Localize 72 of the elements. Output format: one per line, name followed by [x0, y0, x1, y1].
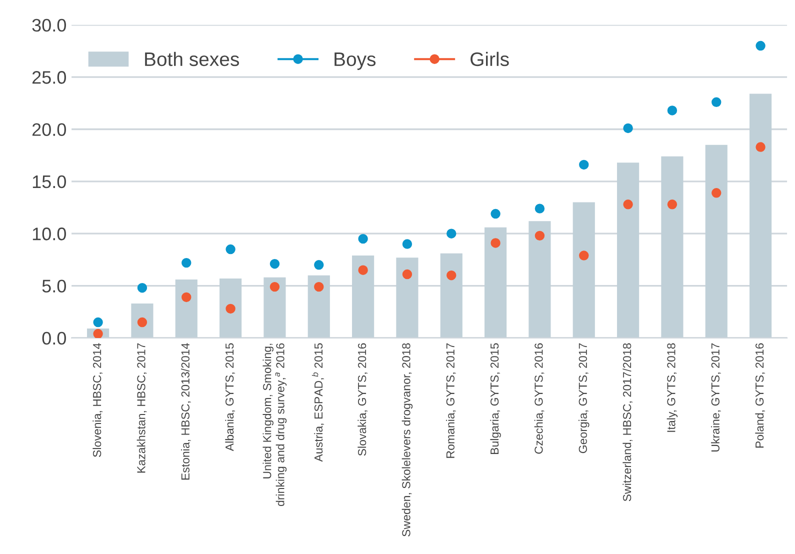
point	[446, 228, 456, 238]
y-tick-label: 25.0	[32, 71, 66, 84]
bar	[220, 278, 242, 338]
bar	[440, 253, 462, 338]
bar	[131, 304, 154, 338]
y-tick-label: 20.0	[32, 123, 66, 136]
x-tick-label: Georgia, GYTS, 2017	[578, 343, 590, 454]
point	[182, 258, 192, 268]
point	[667, 106, 678, 116]
y-tick-label: 5.0	[42, 280, 66, 292]
y-tick-label: 10.0	[32, 228, 66, 240]
point	[93, 328, 103, 338]
point	[712, 188, 722, 198]
x-tick-label: Poland, GYTS, 2016	[755, 343, 766, 448]
point	[402, 239, 412, 249]
bar	[175, 280, 198, 338]
point	[623, 200, 633, 210]
point	[358, 234, 368, 244]
point	[579, 160, 589, 170]
point	[579, 250, 589, 260]
point	[93, 317, 103, 328]
point	[756, 40, 766, 51]
x-tick-label: Sweden, Skolelevers drogvanor, 2018	[402, 343, 413, 536]
bar	[617, 162, 640, 338]
x-tick-label: Ukraine, GYTS, 2017	[711, 343, 721, 452]
bar	[705, 144, 728, 338]
bar	[352, 256, 374, 338]
point	[534, 230, 545, 241]
bar	[750, 94, 772, 338]
legend-label: Both sexes	[145, 52, 239, 66]
bar	[264, 277, 286, 338]
x-tick-label: Bulgaria, GYTS, 2015	[490, 343, 501, 454]
bar	[308, 275, 330, 338]
x-tick-label: United Kingdom, Smoking, drinking and drug survey,$^{a}$ 2016	[262, 343, 287, 506]
y-tick-label: 0.0	[42, 332, 66, 345]
bar	[572, 202, 595, 338]
point	[270, 282, 280, 292]
x-tick-label: Kazakhstan, HBSC, 2017	[136, 343, 147, 473]
point	[314, 282, 324, 292]
point	[226, 244, 236, 254]
point	[490, 238, 500, 248]
point	[490, 208, 500, 219]
bar	[484, 227, 507, 338]
x-tick-label: Italy, GYTS, 2018	[666, 343, 678, 432]
point	[226, 304, 236, 314]
x-tick-label: Switzerland, HBSC, 2017/2018	[622, 343, 633, 502]
legend-label: Girls	[470, 52, 509, 66]
bar	[528, 221, 551, 338]
point	[270, 259, 280, 269]
x-tick-label: Albania, GYTS, 2015	[225, 343, 236, 452]
x-tick-label: Estonia, HBSC, 2013/2014	[181, 343, 191, 480]
point	[402, 269, 412, 280]
point	[446, 270, 456, 280]
x-tick-label: Romania, GYTS, 2017	[446, 343, 456, 458]
point	[137, 282, 148, 293]
y-tick-label: 15.0	[32, 175, 66, 188]
y-tick-label: 30.0	[32, 18, 66, 32]
point	[667, 200, 678, 210]
x-tick-label: Austria, ESPAD,$^{b}$ 2015	[312, 343, 324, 462]
point	[534, 204, 545, 214]
x-tick-label: Czechia, GYTS, 2016	[534, 343, 544, 454]
legend-label: Boys	[334, 52, 376, 70]
bar	[661, 156, 684, 338]
point	[314, 260, 324, 270]
point	[623, 123, 633, 134]
point	[756, 142, 766, 152]
point	[182, 292, 192, 302]
bar	[396, 258, 418, 338]
point	[358, 265, 368, 275]
x-tick-label: Slovenia, HBSC, 2014	[92, 343, 103, 457]
x-tick-label: Slovakia, GYTS, 2016	[358, 343, 368, 456]
point	[712, 97, 722, 107]
